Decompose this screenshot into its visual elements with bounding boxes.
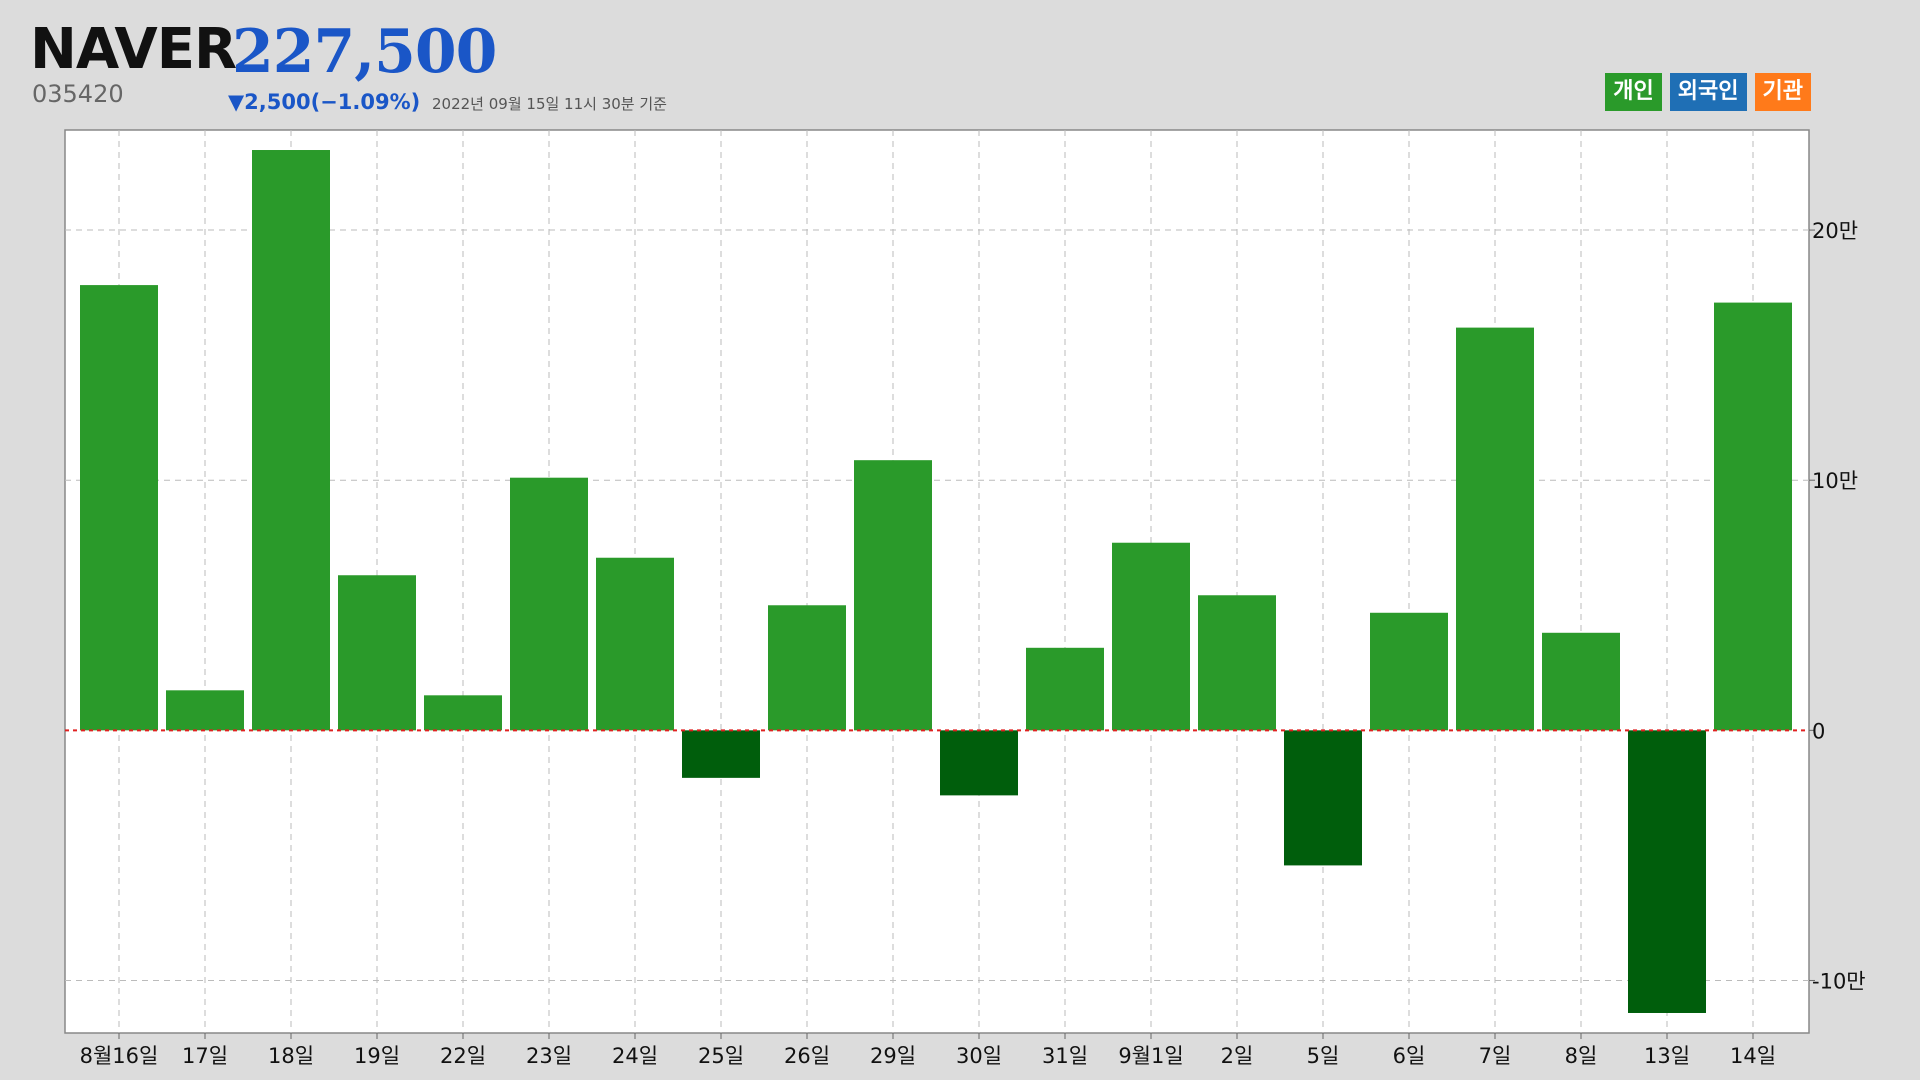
bar-23일[interactable]	[510, 477, 588, 731]
x-tick-label: 30일	[956, 1044, 1002, 1068]
bar-18일[interactable]	[252, 150, 330, 731]
x-tick-label: 5일	[1307, 1044, 1340, 1068]
bar-25일[interactable]	[682, 730, 760, 778]
x-axis-ticks: 8월16일 17일 18일 19일 22일 23일 24일 25일 26일 29일 30일 31일 9월…	[80, 1033, 1776, 1068]
bar-7일[interactable]	[1456, 327, 1534, 731]
x-tick-label: 17일	[182, 1044, 228, 1068]
stock-code: 035420	[32, 80, 124, 108]
legend: 개인 외국인 기관	[1605, 73, 1811, 111]
x-tick-label: 26일	[784, 1044, 830, 1068]
x-tick-label: 29일	[870, 1044, 916, 1068]
price-change: ▼2,500(−1.09%)	[228, 90, 421, 114]
stock-price: 227,500	[232, 17, 497, 87]
x-tick-label: 23일	[526, 1044, 572, 1068]
x-tick-label: 9월1일	[1118, 1044, 1183, 1068]
bar-30일[interactable]	[940, 730, 1018, 796]
bar-19일[interactable]	[338, 575, 416, 731]
x-tick-label: 6일	[1393, 1044, 1426, 1068]
x-tick-label: 14일	[1730, 1044, 1776, 1068]
bar-2일[interactable]	[1198, 595, 1276, 731]
y-tick-label: 10만	[1812, 469, 1858, 493]
header: NAVER 035420 227,500 ▼2,500(−1.09%) 2022…	[0, 0, 1920, 128]
x-tick-label: 19일	[354, 1044, 400, 1068]
y-axis-ticks: -10만 0 10만 20만	[1809, 219, 1866, 993]
x-tick-label: 31일	[1042, 1044, 1088, 1068]
timestamp: 2022년 09월 15일 11시 30분 기준	[432, 95, 667, 113]
x-tick-label: 8월16일	[80, 1044, 159, 1068]
y-tick-label: -10만	[1812, 969, 1866, 993]
x-tick-label: 18일	[268, 1044, 314, 1068]
bar-17일[interactable]	[166, 690, 244, 731]
bar-22일[interactable]	[424, 695, 502, 731]
bar-9월1일[interactable]	[1112, 542, 1190, 731]
x-tick-label: 22일	[440, 1044, 486, 1068]
x-tick-label: 25일	[698, 1044, 744, 1068]
legend-individual-button[interactable]: 개인	[1605, 73, 1662, 111]
x-tick-label: 2일	[1221, 1044, 1254, 1068]
bar-29일[interactable]	[854, 460, 932, 731]
stock-name: NAVER	[30, 17, 237, 82]
x-tick-label: 13일	[1644, 1044, 1690, 1068]
bar-8월16일[interactable]	[80, 285, 158, 731]
bar-8일[interactable]	[1542, 632, 1620, 731]
bar-6일[interactable]	[1370, 612, 1448, 731]
y-tick-label: 0	[1812, 719, 1825, 743]
bar-13일[interactable]	[1628, 730, 1706, 1013]
x-tick-label: 24일	[612, 1044, 658, 1068]
legend-foreign-button[interactable]: 외국인	[1669, 73, 1747, 111]
bar-5일[interactable]	[1284, 730, 1362, 866]
bars	[80, 150, 1792, 1013]
x-tick-label: 8일	[1565, 1044, 1598, 1068]
x-tick-label: 7일	[1479, 1044, 1512, 1068]
legend-institution-button[interactable]: 기관	[1754, 73, 1811, 111]
bar-26일[interactable]	[768, 605, 846, 731]
bar-24일[interactable]	[596, 557, 674, 731]
bar-31일[interactable]	[1026, 647, 1104, 731]
bar-14일[interactable]	[1714, 302, 1792, 731]
y-tick-label: 20만	[1812, 219, 1858, 243]
